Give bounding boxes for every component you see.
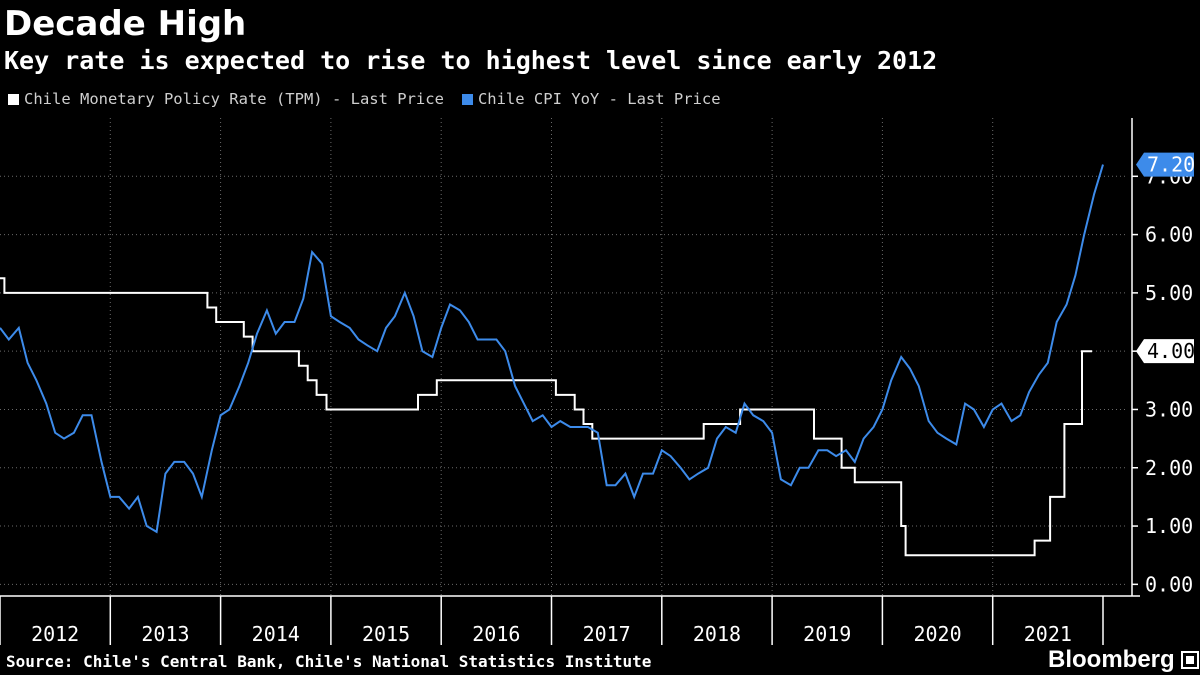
- logo-text: Bloomberg: [1048, 646, 1175, 673]
- series-line-tpm: [0, 277, 1092, 557]
- legend-item-cpi: Chile CPI YoY - Last Price: [461, 90, 721, 108]
- y-tick-label: 2.00: [1145, 456, 1193, 480]
- y-tick-label: 5.00: [1145, 281, 1193, 305]
- legend: Chile Monetary Policy Rate (TPM) - Last …: [8, 90, 721, 108]
- series-line-cpi: [0, 164, 1104, 534]
- last-value-tag-cpi: [1136, 152, 1194, 177]
- chart-title: Decade High: [4, 4, 247, 44]
- x-tick-label: 2019: [803, 622, 851, 646]
- y-tick-label: 3.00: [1145, 397, 1193, 421]
- logo-mark-icon: [1180, 651, 1199, 669]
- legend-swatch-tpm: [8, 93, 19, 105]
- x-tick-label: 2013: [141, 622, 189, 646]
- y-tick-label: 0.00: [1145, 572, 1193, 596]
- legend-label-cpi: Chile CPI YoY - Last Price: [477, 90, 721, 108]
- source-note: Source: Chile's Central Bank, Chile's Na…: [6, 652, 652, 671]
- legend-item-tpm: Chile Monetary Policy Rate (TPM) - Last …: [8, 90, 444, 108]
- x-tick-label: 2021: [1024, 622, 1072, 646]
- x-tick-label: 2016: [472, 622, 520, 646]
- last-value-tag-tpm: [1136, 339, 1194, 364]
- legend-label-tpm: Chile Monetary Policy Rate (TPM) - Last …: [24, 90, 444, 108]
- last-value-label-tpm: 4.00: [1147, 339, 1195, 363]
- x-tick-label: 2015: [362, 622, 410, 646]
- x-tick-label: 2012: [31, 622, 79, 646]
- chart-subtitle: Key rate is expected to rise to highest …: [4, 46, 938, 75]
- last-value-label-cpi: 7.20: [1147, 153, 1195, 177]
- x-tick-label: 2017: [583, 622, 631, 646]
- x-tick-label: 2020: [913, 622, 961, 646]
- bloomberg-logo: Bloomberg: [1048, 646, 1199, 674]
- y-tick-label: 6.00: [1145, 223, 1193, 247]
- y-tick-label: 1.00: [1145, 514, 1193, 538]
- legend-swatch-cpi: [461, 93, 473, 105]
- x-tick-label: 2018: [693, 622, 741, 646]
- x-tick-label: 2014: [252, 622, 300, 646]
